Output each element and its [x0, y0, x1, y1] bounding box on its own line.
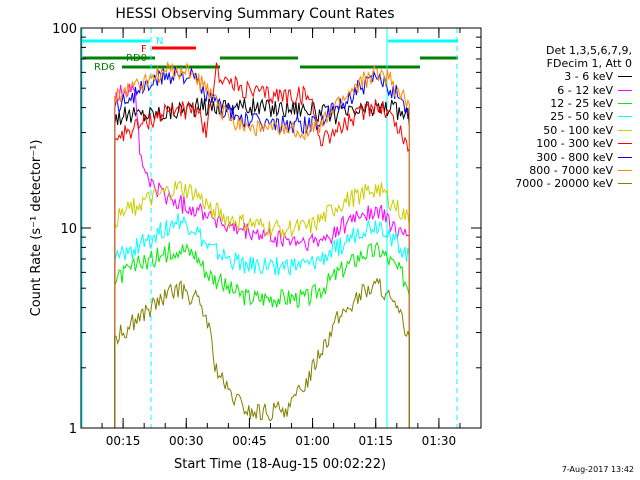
legend-entry: 25 - 50 keV: [498, 110, 632, 123]
annotation-n: N: [156, 36, 163, 47]
legend-swatch: [618, 143, 632, 145]
legend-entry: 300 - 800 keV: [498, 150, 632, 164]
x-axis-label: Start Time (18-Aug-15 00:02:22): [174, 457, 386, 472]
legend-entry-label: 7000 - 20000 keV: [515, 177, 613, 191]
annotation-f: F: [141, 44, 147, 55]
legend-entry: 3 - 6 keV: [498, 70, 632, 83]
y-tick-label: 1: [69, 422, 77, 437]
legend-swatch: [618, 89, 632, 91]
legend-swatch: [618, 169, 632, 171]
series-line: [114, 66, 410, 428]
legend-entry: 800 - 7000 keV: [498, 164, 632, 177]
legend-entry-label: 6 - 12 keV: [557, 83, 613, 97]
legend-swatch: [618, 116, 632, 118]
y-tick-label: 100: [52, 22, 77, 37]
legend-entry-label: 800 - 7000 keV: [529, 163, 613, 177]
x-tick-label: 01:15: [358, 434, 393, 448]
series-line: [114, 97, 410, 428]
x-tick-label: 00:15: [106, 434, 141, 448]
legend-entry: 6 - 12 keV: [498, 83, 632, 97]
timestamp: 7-Aug-2017 13:42: [561, 465, 634, 474]
legend-swatch: [618, 102, 632, 104]
legend-header-line-1: Det 1,3,5,6,7,9,: [545, 44, 632, 57]
annotation-rd6: RD6: [94, 62, 115, 73]
legend-swatch: [618, 183, 632, 185]
plot-frame: [80, 27, 482, 429]
x-tick-label: 00:45: [232, 434, 267, 448]
x-tick-label: 00:30: [169, 434, 204, 448]
legend-entry-label: 25 - 50 keV: [550, 110, 613, 124]
series-line: [114, 277, 410, 428]
legend-entry: 12 - 25 keV: [498, 97, 632, 110]
legend-entry-label: 12 - 25 keV: [550, 96, 613, 110]
series-line: [114, 62, 410, 428]
legend-entry-label: 3 - 6 keV: [564, 70, 613, 84]
legend-swatch: [618, 156, 632, 158]
annotation-rd0: RD0: [126, 53, 147, 64]
x-tick-label: 01:30: [422, 434, 457, 448]
series-line: [114, 213, 410, 428]
y-tick-label: 10: [60, 222, 77, 237]
legend-entry: 7000 - 20000 keV: [498, 177, 632, 190]
legend: Det 1,3,5,6,7,9, FDecim 1, Att 0 3 - 6 k…: [498, 44, 632, 191]
y-axis-label: Count Rate (s⁻¹ detector⁻¹): [29, 140, 44, 317]
legend-swatch: [618, 129, 632, 131]
series-line: [114, 180, 410, 428]
series-line: [114, 83, 410, 428]
legend-entry-label: 300 - 800 keV: [536, 150, 613, 164]
legend-rows: 3 - 6 keV 6 - 12 keV 12 - 25 keV 25 - 50 ke…: [498, 70, 632, 191]
series-line: [114, 60, 410, 428]
series-line: [114, 241, 410, 428]
legend-header-line-2: FDecim 1, Att 0: [546, 57, 632, 70]
chart-title: HESSI Observing Summary Count Rates: [115, 6, 394, 22]
legend-entry: 50 - 100 keV: [498, 124, 632, 137]
x-tick-label: 01:00: [295, 434, 330, 448]
legend-entry-label: 50 - 100 keV: [543, 123, 613, 137]
legend-entry-label: 100 - 300 keV: [536, 137, 613, 151]
legend-entry: 100 - 300 keV: [498, 137, 632, 150]
legend-swatch: [618, 76, 632, 78]
